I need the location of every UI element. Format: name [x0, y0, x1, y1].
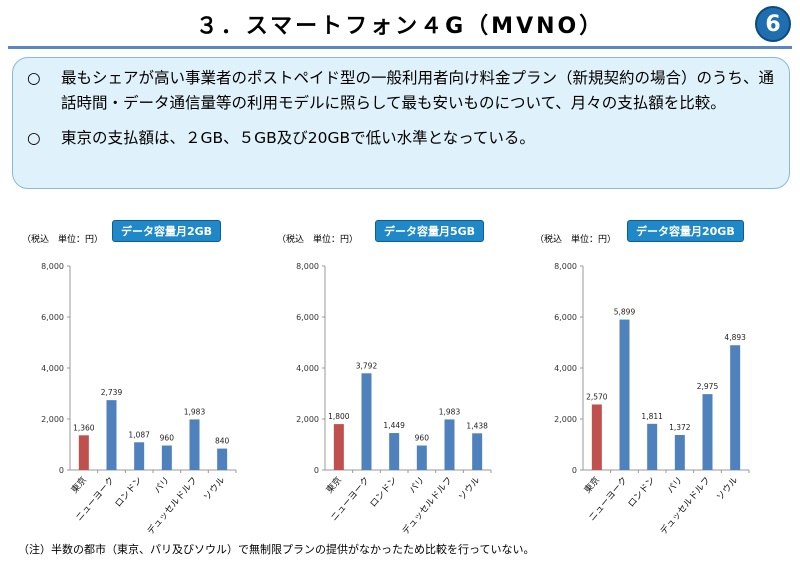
- data-label: 1,360: [73, 423, 95, 432]
- data-label: 1,983: [439, 407, 461, 416]
- chart-20gb: （税込 単位：円） データ容量月20GB 0 2,000 4,000 6,000 8,0…: [531, 214, 771, 543]
- bar-chart-2gb: 02,0004,0006,0008,0001,360東京2,739ニューヨーク1…: [41, 262, 237, 537]
- bar: [161, 445, 172, 470]
- bar: [189, 419, 200, 470]
- bar: [730, 345, 741, 470]
- chart-2gb: （税込 単位：円） データ容量月2GB 0 2,000 4,000 6,000 8,00…: [18, 214, 258, 543]
- bar: [619, 319, 630, 470]
- bar: [333, 424, 344, 470]
- x-tick-label: ロンドン: [369, 476, 400, 510]
- chart-title-badge: データ容量月2GB: [112, 220, 222, 242]
- y-tick-label: 6,000: [554, 313, 577, 322]
- summary-bullet-2: ○ 東京の支払額は、２GB、５GB及び20GBで低い水準となっている。: [27, 126, 775, 151]
- y-tick-label: 6,000: [41, 313, 64, 322]
- summary-bullet-1: ○ 最もシェアが高い事業者のポストペイド型の一般利用者向け料金プラン（新規契約の…: [27, 66, 775, 116]
- summary-text-1: 最もシェアが高い事業者のポストペイド型の一般利用者向け料金プラン（新規契約の場合…: [61, 69, 775, 112]
- x-tick-label: ソウル: [202, 475, 228, 503]
- bar: [647, 423, 658, 470]
- x-tick-label: ロンドン: [114, 476, 145, 510]
- data-label: 1,087: [128, 430, 150, 439]
- y-tick-label: 0: [59, 466, 64, 475]
- y-tick-label: 2,000: [296, 415, 319, 424]
- bar: [416, 445, 427, 470]
- bar: [591, 404, 602, 470]
- summary-text-2: 東京の支払額は、２GB、５GB及び20GBで低い水準となっている。: [61, 129, 535, 147]
- x-tick-label: 東京: [323, 474, 344, 496]
- bar: [361, 373, 372, 470]
- x-tick-label: パリ: [152, 475, 172, 496]
- y-tick-label: 4,000: [41, 364, 64, 373]
- bar: [106, 400, 117, 470]
- x-tick-label: 東京: [581, 474, 602, 496]
- data-label: 1,800: [328, 412, 350, 421]
- bar-chart-20gb: 02,0004,0006,0008,0002,570東京5,899ニューヨーク1…: [554, 262, 750, 537]
- y-tick-label: 2,000: [554, 415, 577, 424]
- x-tick-label: パリ: [665, 475, 685, 496]
- bar: [472, 433, 483, 470]
- title-underline: [8, 46, 792, 49]
- bar: [217, 448, 228, 470]
- chart-unit-label: （税込 単位：円）: [277, 235, 359, 245]
- page-number-badge: 6: [755, 6, 791, 42]
- summary-box: ○ 最もシェアが高い事業者のポストペイド型の一般利用者向け料金プラン（新規契約の…: [12, 57, 790, 189]
- chart-5gb: （税込 単位：円） データ容量月5GB 0 2,000 4,000 6,000 8,00…: [273, 214, 513, 543]
- bullet-mark: ○: [27, 69, 41, 87]
- page-title: ３．スマートフォン４G（MVNO）: [195, 14, 605, 39]
- data-label: 1,372: [669, 423, 691, 432]
- data-label: 840: [215, 437, 230, 446]
- bar: [702, 394, 713, 470]
- x-tick-label: ロンドン: [627, 476, 658, 510]
- y-tick-label: 8,000: [41, 262, 64, 271]
- chart-unit-label: （税込 単位：円）: [22, 235, 104, 245]
- data-label: 1,438: [466, 421, 488, 430]
- y-tick-label: 6,000: [296, 313, 319, 322]
- data-label: 960: [415, 434, 430, 443]
- chart-title-badge: データ容量月20GB: [627, 220, 744, 242]
- x-tick-label: 東京: [68, 474, 89, 496]
- data-label: 1,983: [184, 407, 206, 416]
- bar: [674, 435, 685, 470]
- chart-unit-label: （税込 単位：円）: [535, 235, 617, 245]
- data-label: 1,449: [383, 421, 405, 430]
- bar: [134, 442, 145, 470]
- bar-chart-5gb: 02,0004,0006,0008,0001,800東京3,792ニューヨーク1…: [296, 262, 492, 537]
- data-label: 3,792: [356, 361, 378, 370]
- bar: [78, 435, 89, 470]
- y-tick-label: 0: [314, 466, 319, 475]
- x-tick-label: デュッセルドルフ: [657, 474, 712, 537]
- data-label: 5,899: [614, 308, 636, 317]
- bar: [389, 433, 400, 470]
- y-tick-label: 8,000: [296, 262, 319, 271]
- y-tick-label: 0: [572, 466, 577, 475]
- y-tick-label: 2,000: [41, 415, 64, 424]
- x-tick-label: ソウル: [715, 475, 741, 503]
- y-tick-label: 4,000: [554, 364, 577, 373]
- x-tick-label: デュッセルドルフ: [144, 474, 199, 537]
- footnote: （注）半数の都市（東京、パリ及びソウル）で無制限プランの提供がなかったため比較を…: [18, 543, 535, 556]
- y-tick-label: 4,000: [296, 364, 319, 373]
- bullet-mark: ○: [27, 129, 41, 147]
- x-tick-label: デュッセルドルフ: [399, 474, 454, 537]
- x-tick-label: ソウル: [457, 475, 483, 503]
- data-label: 960: [160, 434, 175, 443]
- data-label: 2,739: [101, 388, 123, 397]
- data-label: 4,893: [724, 333, 746, 342]
- data-label: 2,570: [586, 392, 608, 401]
- y-tick-label: 8,000: [554, 262, 577, 271]
- data-label: 2,975: [697, 382, 719, 391]
- data-label: 1,811: [641, 412, 663, 421]
- bar: [444, 419, 455, 470]
- x-tick-label: パリ: [407, 475, 427, 496]
- chart-title-badge: データ容量月5GB: [375, 220, 485, 242]
